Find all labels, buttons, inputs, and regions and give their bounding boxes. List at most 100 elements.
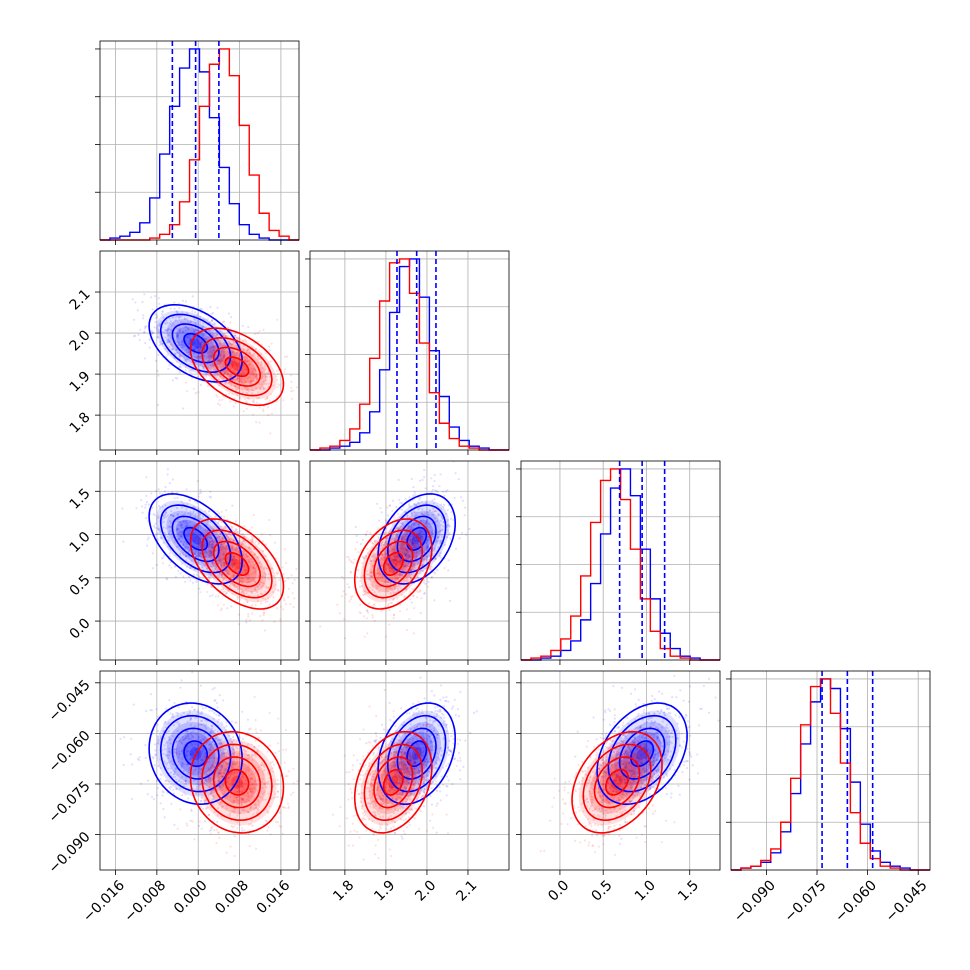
scatter-point [206,551,209,555]
scatter-point [178,330,182,333]
scatter-point [166,353,169,356]
scatter-point [243,525,246,528]
scatter-point [254,783,257,786]
scatter-point [261,619,264,622]
scatter-point [196,346,199,349]
scatter-point [435,489,438,493]
scatter-point [248,577,251,580]
scatter-point [279,618,282,621]
scatter-point [225,546,228,549]
scatter-point [430,513,434,517]
scatter-point [427,580,430,583]
scatter-point [449,537,452,540]
scatter-point [210,743,213,746]
scatter-point [208,353,212,356]
scatter-point [218,359,221,362]
scatter-point [402,543,405,547]
scatter-point [401,543,404,546]
scatter-point [336,603,339,606]
scatter-point [163,331,166,334]
scatter-point [212,328,215,331]
scatter-point [229,384,233,387]
scatter-point [219,362,222,365]
scatter-point [395,554,398,557]
scatter-point [264,383,267,386]
scatter-point [394,578,397,581]
scatter-point [168,738,171,741]
scatter-point [232,802,235,805]
scatter-point [179,740,182,743]
scatter-point [193,537,196,540]
scatter-point [178,316,181,319]
scatter-point [232,359,235,362]
scatter-point [154,753,157,756]
scatter-point [264,819,267,822]
scatter-point [197,543,201,546]
scatter-point [401,537,404,540]
scatter-point [264,368,267,371]
scatter-point [221,784,225,787]
scatter-point [417,544,420,548]
scatter-point [165,577,168,580]
scatter-point [185,336,188,339]
scatter-point [177,523,180,526]
scatter-point [166,767,170,771]
scatter-point [432,485,435,488]
scatter-point [190,731,193,734]
scatter-point [406,528,409,531]
scatter-point [364,534,368,537]
scatter-point [225,534,228,537]
scatter-point [219,772,222,775]
scatter-point [194,506,197,509]
scatter-point [394,539,397,542]
scatter-point [157,488,160,491]
scatter-point [210,354,214,357]
scatter-point [160,313,164,316]
scatter-point [240,380,243,384]
scatter-point [387,567,390,571]
scatter-point [411,541,414,544]
scatter-point [397,513,400,516]
scatter-point [446,529,449,532]
scatter-point [176,335,179,338]
scatter-point [198,350,201,353]
scatter-point [261,375,264,378]
scatter-point [195,555,198,558]
scatter-point [177,344,180,347]
scatter-point [197,735,201,738]
scatter-point [245,598,248,601]
scatter-point [394,577,397,580]
scatter-point [423,591,426,595]
scatter-point [386,586,389,590]
scatter-point [405,575,408,578]
scatter-point [217,779,220,782]
scatter-point [232,364,235,367]
scatter-point [415,590,418,593]
scatter-point [250,777,253,780]
scatter-point [214,756,217,759]
scatter-point [193,568,196,571]
scatter-point [236,561,239,564]
scatter-point [220,349,223,352]
scatter-point [349,571,353,574]
scatter-point [214,595,217,598]
scatter-point [181,776,184,779]
scatter-point [446,536,449,539]
scatter-point [360,576,363,579]
scatter-point [211,562,214,565]
scatter-point [247,363,250,367]
scatter-point [170,759,174,762]
scatter-point [421,563,424,567]
scatter-point [369,562,372,565]
scatter-point [188,499,191,502]
scatter-point [222,356,226,359]
scatter-point [382,558,385,562]
scatter-point [400,568,403,571]
scatter-point [290,574,293,577]
scatter-point [231,361,234,364]
scatter-point [282,597,286,600]
scatter-point [400,538,403,541]
scatter-point [359,603,362,607]
scatter-point [287,596,290,599]
scatter-point [157,738,160,741]
